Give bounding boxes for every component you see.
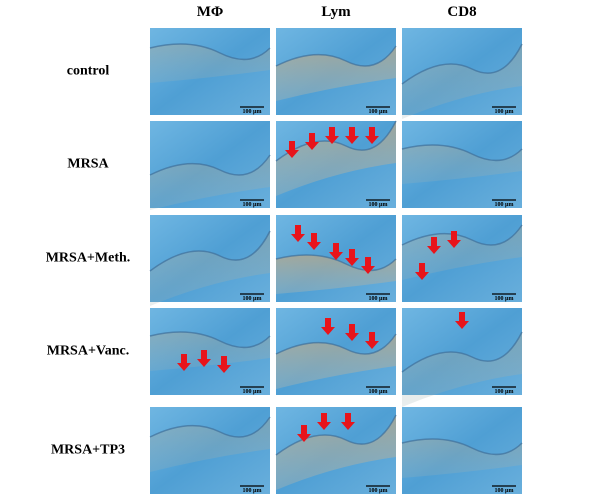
row-label: MRSA+Meth. (46, 251, 131, 266)
row-label: MRSA+Vanc. (47, 344, 130, 359)
micrograph: 100 µm (401, 308, 523, 407)
tissue (276, 121, 396, 196)
scale-bar-label: 100 µm (243, 202, 262, 208)
red-arrow (427, 237, 441, 254)
red-arrow (345, 324, 359, 341)
tissue-edge (149, 331, 271, 349)
column-header: CD8 (447, 4, 476, 20)
scale-bar-label: 100 µm (243, 488, 262, 494)
micrograph: 100 µm (275, 215, 397, 302)
scale-bar-label: 100 µm (495, 389, 514, 395)
red-arrow (345, 127, 359, 144)
red-arrow (177, 354, 191, 371)
tissue (276, 255, 396, 294)
red-arrow (365, 332, 379, 349)
red-arrow (305, 133, 319, 150)
tissue (276, 46, 396, 101)
tissue-edge (401, 331, 523, 373)
tissue (150, 231, 270, 306)
tissue-edge (149, 43, 271, 61)
red-arrow (455, 312, 469, 329)
red-arrow (307, 233, 321, 250)
micrograph: 100 µm (401, 121, 523, 208)
scale-bar-label: 100 µm (243, 389, 262, 395)
tissue (402, 44, 522, 119)
tissue-edge (275, 120, 397, 162)
micrograph: 100 µm (275, 28, 397, 115)
tissue-edge (275, 45, 397, 67)
scale-bar-label: 100 µm (369, 389, 388, 395)
red-arrow (197, 350, 211, 367)
scale-bar-label: 100 µm (243, 109, 262, 115)
scale-bar-label: 100 µm (243, 296, 262, 302)
tissue (150, 332, 270, 371)
scale-bar-label: 100 µm (369, 202, 388, 208)
micrograph: 100 µm (275, 120, 397, 208)
tissue (276, 334, 396, 389)
tissue (150, 155, 270, 210)
row-label: control (67, 64, 110, 79)
red-arrow (447, 231, 461, 248)
red-arrow (341, 413, 355, 430)
red-arrow (329, 243, 343, 260)
tissue (150, 417, 270, 472)
micrograph: 100 µm (275, 407, 397, 494)
tissue-edge (149, 416, 271, 438)
red-arrow (345, 249, 359, 266)
column-header: Lym (321, 4, 351, 20)
tissue (276, 415, 396, 490)
scale-bar-label: 100 µm (369, 109, 388, 115)
row-label: MRSA (67, 157, 109, 172)
tissue-edge (275, 414, 397, 456)
micrograph: 100 µm (149, 28, 271, 115)
tissue (150, 44, 270, 83)
tissue-edge (401, 438, 523, 456)
tissue-edge (401, 144, 523, 162)
tissue (402, 332, 522, 407)
red-arrow (285, 141, 299, 158)
tissue-edge (275, 254, 397, 272)
tissue (402, 145, 522, 184)
red-arrow (361, 257, 375, 274)
micrograph: 100 µm (149, 121, 271, 210)
micrograph: 100 µm (275, 308, 397, 395)
red-arrow (317, 413, 331, 430)
scale-bar-label: 100 µm (495, 296, 514, 302)
scale-bar-label: 100 µm (369, 488, 388, 494)
tissue-edge (401, 43, 523, 85)
column-header: MΦ (197, 4, 224, 20)
red-arrow (291, 225, 305, 242)
tissue-edge (275, 333, 397, 355)
scale-bar-label: 100 µm (495, 109, 514, 115)
red-arrow (415, 263, 429, 280)
scale-bar-label: 100 µm (495, 488, 514, 494)
row-label: MRSA+TP3 (51, 443, 125, 458)
tissue-edge (149, 154, 271, 176)
red-arrow (321, 318, 335, 335)
micrograph: 100 µm (401, 28, 523, 119)
micrograph: 100 µm (149, 215, 271, 306)
micrograph: 100 µm (149, 308, 271, 395)
micrograph: 100 µm (401, 407, 523, 494)
scale-bar-label: 100 µm (495, 202, 514, 208)
red-arrow (217, 356, 231, 373)
red-arrow (325, 127, 339, 144)
tissue-edge (149, 230, 271, 272)
red-arrow (365, 127, 379, 144)
tissue (402, 439, 522, 478)
tissue-edge (401, 224, 523, 246)
red-arrow (297, 425, 311, 442)
micrograph: 100 µm (401, 215, 523, 302)
scale-bar-label: 100 µm (369, 296, 388, 302)
micrograph: 100 µm (149, 407, 271, 494)
